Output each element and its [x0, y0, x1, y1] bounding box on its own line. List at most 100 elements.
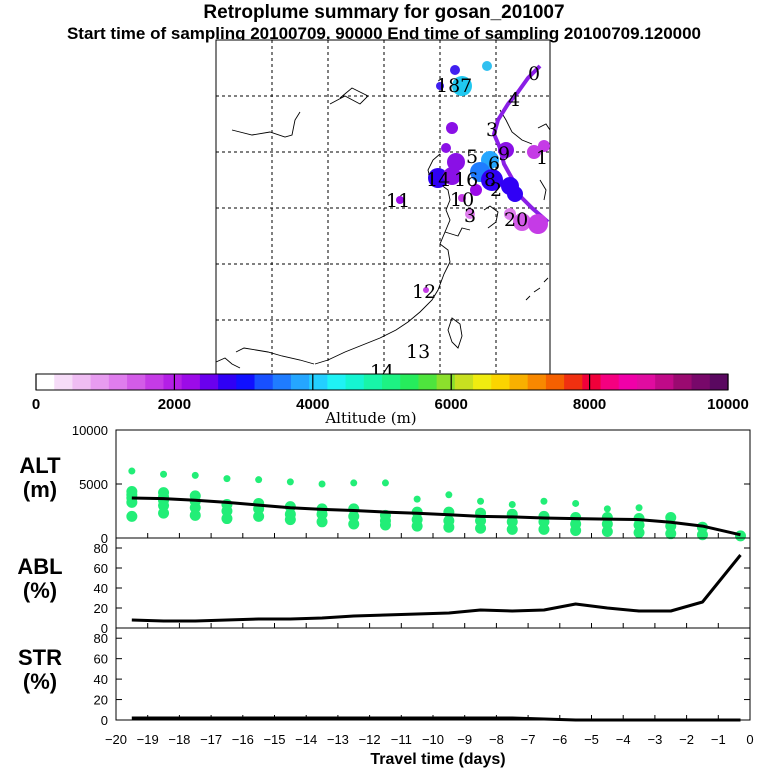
- x-axis-label: Travel time (days): [370, 751, 505, 768]
- colorbar-cell: [36, 374, 55, 390]
- colorbar-tick-label: 10000: [707, 396, 749, 413]
- map-time-label: 12: [412, 281, 436, 303]
- x-tick-label: −4: [616, 732, 631, 747]
- map-time-label: 10: [450, 189, 474, 211]
- colorbar-tick-label: 8000: [573, 396, 606, 413]
- map-point: [452, 76, 472, 96]
- map-point: [428, 168, 448, 188]
- y-tick-label: 40: [94, 672, 108, 687]
- alt-point: [665, 511, 677, 523]
- map-time-label: 187: [436, 75, 472, 97]
- alt-point: [160, 470, 168, 478]
- map-point: [498, 142, 514, 158]
- colorbar-cell: [163, 374, 183, 390]
- series-line: [131, 496, 741, 537]
- colorbar-cell: [418, 374, 438, 390]
- alt-point: [316, 516, 328, 528]
- x-tick-label: −10: [422, 732, 444, 747]
- alt-point: [601, 526, 613, 538]
- map-point: [446, 122, 458, 134]
- alt-point: [253, 510, 265, 522]
- alt-point: [475, 522, 487, 534]
- map-time-label: 1: [536, 147, 548, 169]
- colorbar-cell: [327, 374, 347, 390]
- colorbar: 0 2000 4000 6000 8000 10000 Altitude (m): [32, 373, 749, 427]
- panel-unit: (%): [23, 578, 57, 603]
- alt-point: [348, 518, 360, 530]
- panel-label: ALT: [19, 453, 61, 478]
- x-axis: −20 −19 −18 −17 −16 −15 −14 −13 −12 −11 −10 −9 −8 −7−…: [105, 533, 754, 747]
- colorbar-ticks: 0 2000 4000 6000 8000 10000: [32, 374, 749, 413]
- panel-frame: [115, 627, 751, 721]
- x-tick-label: −7: [521, 732, 536, 747]
- x-tick-label: −6: [552, 732, 567, 747]
- alt-point: [445, 491, 453, 499]
- colorbar-cell: [382, 374, 401, 390]
- alt-point: [126, 510, 138, 522]
- colorbar-cell: [272, 374, 292, 390]
- map-point: [436, 82, 444, 90]
- x-tick-label: −12: [359, 732, 381, 747]
- chart-title: Retroplume summary for gosan_201007: [203, 2, 565, 23]
- map-point: [507, 186, 523, 202]
- alt-point: [191, 471, 199, 479]
- map-point: [481, 169, 503, 191]
- alt-point: [158, 507, 170, 519]
- time-series-panels: 0500010000ALT(m)020406080ABL(%)020406080…: [17, 423, 751, 728]
- alt-point: [223, 475, 231, 483]
- alt-point: [540, 497, 548, 505]
- alt-point: [348, 510, 360, 522]
- map-point: [396, 196, 404, 204]
- panel-str: 0 20 40 60 80 STR(%): [18, 627, 751, 728]
- map-point: [423, 287, 429, 293]
- alt-point: [506, 523, 518, 535]
- colorbar-cell: [527, 374, 547, 390]
- colorbar-cell: [254, 374, 274, 390]
- colorbar-cell: [564, 374, 583, 390]
- y-tick-label: 80: [94, 631, 108, 646]
- map-time-label: 4: [508, 89, 520, 111]
- y-tick-label: 20: [94, 601, 108, 616]
- colorbar-cell: [90, 374, 110, 390]
- map-time-label: 6: [488, 153, 500, 175]
- map-point: [538, 140, 550, 152]
- map-point: [470, 184, 482, 196]
- x-tick-label: −14: [295, 732, 317, 747]
- map-point: [458, 194, 466, 202]
- x-tick-label: −11: [391, 732, 412, 747]
- x-tick-label: −8: [489, 732, 504, 747]
- alt-point: [601, 511, 613, 523]
- alt-point: [603, 505, 611, 513]
- trajectory-line: [492, 64, 550, 224]
- panel-unit: (m): [23, 477, 57, 502]
- colorbar-tick-label: 2000: [158, 396, 191, 413]
- alt-point: [506, 516, 518, 528]
- map-time-label: 5: [466, 146, 478, 168]
- alt-point: [413, 495, 421, 503]
- colorbar-cell: [673, 374, 693, 390]
- colorbar-cell: [199, 374, 219, 390]
- map-time-label: 8: [484, 169, 496, 191]
- alt-point: [221, 513, 233, 525]
- alt-point: [350, 479, 358, 487]
- alt-point: [126, 486, 138, 498]
- map-point: [450, 65, 460, 75]
- colorbar-cells: [36, 374, 729, 390]
- panel-abl: 0 20 40 60 80 ABL(%): [17, 537, 751, 636]
- y-tick-label: 0: [101, 621, 108, 636]
- alt-point: [508, 501, 516, 509]
- y-tick-label: 80: [94, 541, 108, 556]
- y-tick-label: 10000: [72, 423, 108, 438]
- colorbar-cell: [363, 374, 383, 390]
- colorbar-cell: [345, 374, 365, 390]
- x-tick-label: −16: [232, 732, 254, 747]
- map-frame: [215, 39, 551, 375]
- alt-point: [348, 503, 360, 515]
- x-tick-label: −3: [647, 732, 662, 747]
- alt-point: [635, 504, 643, 512]
- alt-point: [381, 479, 389, 487]
- map-point: [465, 209, 475, 219]
- alt-point: [286, 478, 294, 486]
- colorbar-cell: [709, 374, 729, 390]
